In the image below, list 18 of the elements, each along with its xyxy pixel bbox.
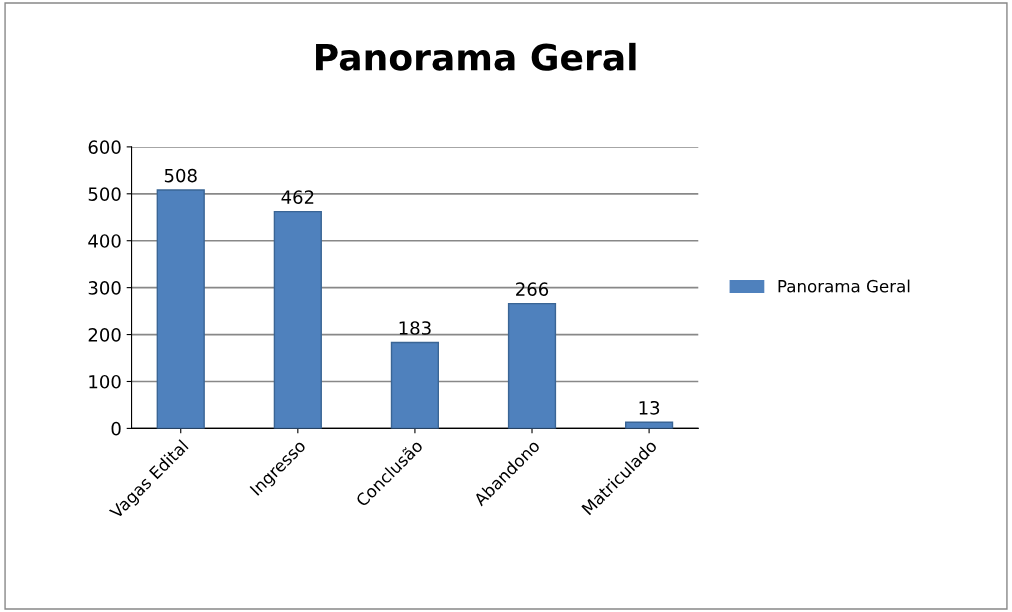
data-label: 13 <box>639 400 660 415</box>
bar <box>156 189 205 429</box>
data-label: 462 <box>281 190 314 204</box>
bar <box>507 302 557 429</box>
data-label: 266 <box>516 282 549 296</box>
y-tick-label: 300 <box>88 281 121 295</box>
y-tick-label: 500 <box>88 187 121 201</box>
y-tick-label: 400 <box>88 234 121 248</box>
chart-title: Panorama Geral <box>316 42 636 71</box>
data-label: 508 <box>164 168 197 183</box>
y-tick-label: 200 <box>88 328 121 342</box>
y-tick-label: 0 <box>111 421 121 436</box>
y-tick-label: 600 <box>88 140 121 154</box>
y-tick-label: 100 <box>89 374 121 389</box>
legend-label: Panorama Geral <box>778 279 910 293</box>
bar <box>390 341 440 429</box>
bar <box>273 210 322 429</box>
data-label: 183 <box>399 321 431 335</box>
